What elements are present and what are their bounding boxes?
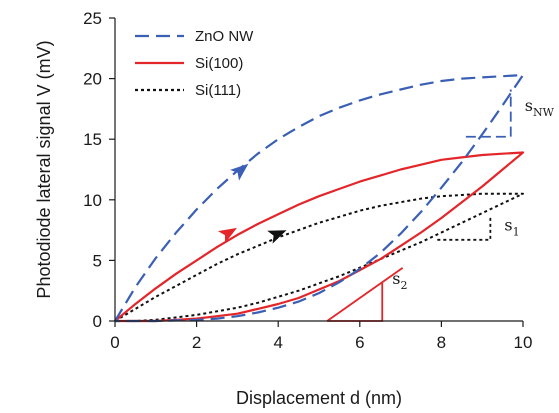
legend-label: Si(111)	[195, 82, 241, 99]
x-tick-label: 2	[192, 333, 201, 352]
x-tick-label: 8	[437, 333, 446, 352]
slope-label: s1	[504, 215, 519, 238]
legend-label: Si(100)	[195, 55, 243, 72]
legend: ZnO NW Si(100) Si(111)	[135, 28, 254, 99]
legend-label: ZnO NW	[195, 28, 254, 45]
x-tick-label: 10	[514, 333, 533, 352]
slope-triangle	[437, 217, 490, 240]
x-tick-label: 6	[355, 333, 364, 352]
x-tick-label: 0	[110, 333, 119, 352]
y-tick-label: 25	[83, 9, 102, 28]
y-tick-label: 5	[93, 251, 102, 270]
series-layer	[115, 75, 523, 321]
series-line-si-100	[115, 153, 523, 322]
series-line-zno-nw	[115, 75, 523, 321]
y-axis-title: Photodiode lateral signal V (mV)	[34, 40, 54, 298]
x-axis-title: Displacement d (nm)	[236, 388, 402, 408]
y-tick-label: 20	[83, 70, 102, 89]
direction-arrow-icon	[230, 158, 253, 180]
series-line-si-111	[115, 194, 523, 321]
slope-label-main: s	[525, 96, 533, 115]
slope-label-sub: 2	[400, 279, 407, 292]
slope-label-sub: NW	[533, 106, 555, 119]
slope-label: sNW	[525, 96, 555, 119]
y-tick-label: 15	[83, 130, 102, 149]
slope-label-sub: 1	[513, 225, 520, 238]
y-tick-label: 0	[93, 312, 102, 331]
axes: 0 2 4 6 8 10 0 5 10 15 20 25 Displacement d (nm) Phot…	[34, 9, 532, 408]
x-tick-label: 4	[273, 333, 282, 352]
slope-label-main: s	[504, 215, 512, 234]
y-tick-label: 10	[83, 191, 102, 210]
slope-triangle	[466, 90, 511, 137]
